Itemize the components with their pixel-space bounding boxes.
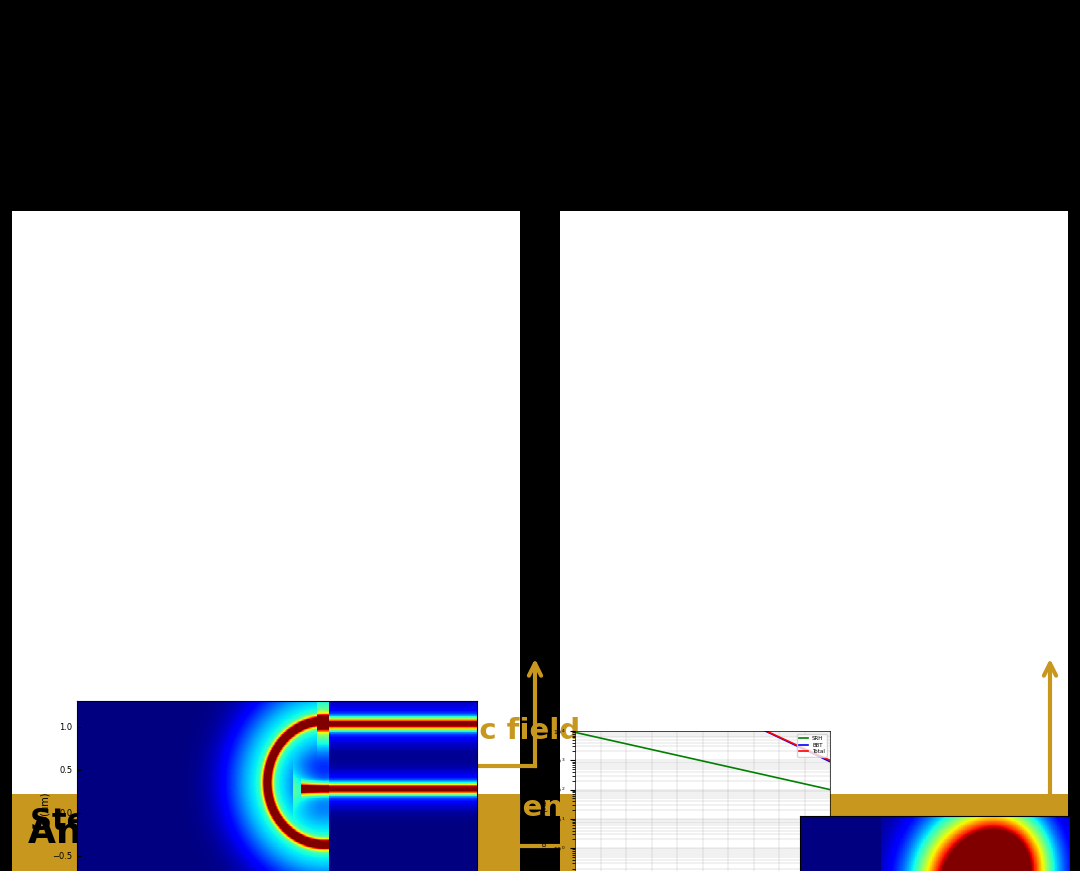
BBT xyxy=(824,756,837,766)
SRH xyxy=(616,738,629,748)
BBT xyxy=(636,668,649,679)
Line: BBT: BBT xyxy=(575,641,831,761)
Text: Electric field: Electric field xyxy=(375,717,581,745)
Y-axis label: z (um): z (um) xyxy=(41,793,51,824)
SRH xyxy=(636,742,649,753)
SRH xyxy=(568,727,581,738)
Text: Dark generation rates: Dark generation rates xyxy=(414,794,777,822)
SRH xyxy=(584,731,597,741)
BBT xyxy=(568,636,581,646)
Line: SRH: SRH xyxy=(575,733,831,790)
Y-axis label: Dark count rate (Hz): Dark count rate (Hz) xyxy=(541,798,548,869)
Bar xyxy=(561,211,1068,856)
Text: Step 2: Step 2 xyxy=(578,807,689,836)
Bar xyxy=(561,794,1068,871)
Bar xyxy=(12,211,519,856)
Text: Step 1: Step 1 xyxy=(30,807,140,836)
Total xyxy=(568,636,581,646)
Text: Ansys CHARGE: Ansys CHARGE xyxy=(28,816,328,850)
Legend: SRH, BBT, Total: SRH, BBT, Total xyxy=(797,733,827,757)
Total xyxy=(579,640,592,651)
SRH xyxy=(811,781,824,792)
Total xyxy=(824,755,837,766)
Bar xyxy=(12,794,519,871)
Total xyxy=(636,668,649,679)
Total xyxy=(616,658,629,668)
SRH xyxy=(801,780,814,790)
SRH xyxy=(824,785,837,795)
SRH xyxy=(579,729,592,739)
BBT xyxy=(801,746,814,757)
Total xyxy=(811,749,824,760)
Text: Ansys Script: Ansys Script xyxy=(576,816,829,850)
Total xyxy=(584,643,597,653)
Line: Total: Total xyxy=(575,641,831,760)
BBT xyxy=(579,640,592,651)
BBT xyxy=(584,643,597,653)
BBT xyxy=(811,750,824,760)
Total xyxy=(801,746,814,756)
BBT xyxy=(616,658,629,668)
